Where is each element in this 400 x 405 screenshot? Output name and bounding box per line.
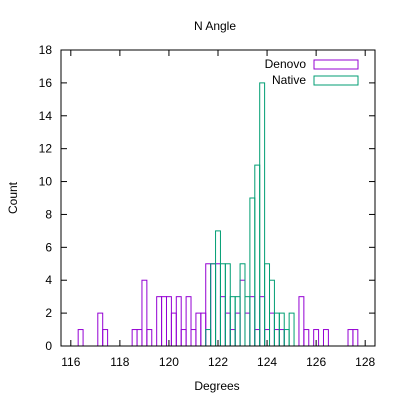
x-tick-label: 126 [306, 355, 326, 369]
legend-label-denovo: Denovo [265, 57, 307, 71]
y-tick-label: 4 [45, 273, 52, 287]
legend-swatch-native [313, 75, 359, 86]
y-axis-label: Count [6, 181, 20, 214]
legend: Denovo Native [265, 57, 359, 87]
y-tick-label: 14 [39, 109, 53, 123]
x-tick-label: 124 [257, 355, 277, 369]
y-tick-label: 8 [45, 207, 52, 221]
x-tick-label: 120 [159, 355, 179, 369]
x-tick-label: 122 [208, 355, 228, 369]
x-tick-label: 116 [61, 355, 80, 369]
y-tick-label: 16 [39, 76, 53, 90]
x-axis-label: Degrees [194, 379, 239, 393]
x-tick-label: 128 [355, 355, 375, 369]
legend-swatch-denovo [313, 59, 359, 70]
y-tick-label: 18 [39, 43, 53, 57]
y-tick-label: 6 [45, 240, 52, 254]
chart-title: N Angle [194, 19, 236, 33]
legend-label-native: Native [272, 73, 306, 87]
y-axis: 0 2 4 6 8 10 12 14 16 18 [39, 43, 375, 353]
x-axis: 116 118 120 122 124 126 128 [61, 50, 376, 369]
y-tick-label: 12 [39, 142, 53, 156]
y-tick-label: 10 [39, 175, 53, 189]
x-tick-label: 118 [110, 355, 129, 369]
y-tick-label: 2 [45, 306, 52, 320]
y-tick-label: 0 [45, 339, 52, 353]
